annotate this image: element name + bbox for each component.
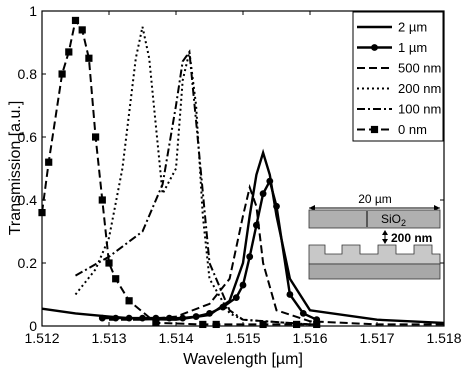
series-point-0-nm bbox=[152, 319, 160, 327]
y-axis-title: Transmission [a.u.] bbox=[7, 101, 24, 236]
inset-gap-label: 200 nm bbox=[391, 231, 432, 245]
inset-grating bbox=[308, 244, 441, 265]
x-axis-title: Wavelength [µm] bbox=[183, 351, 303, 368]
legend: 2 µm 1 µm 500 nm 200 nm 100 nm 0 nm bbox=[352, 11, 444, 142]
series-point-0-nm bbox=[313, 320, 321, 329]
series-point-0-nm bbox=[293, 320, 301, 329]
series-point-0-nm bbox=[85, 54, 93, 62]
inset-sio2-layer bbox=[308, 209, 441, 229]
series-layer bbox=[38, 16, 445, 329]
inset-sio2-label: SiO2 bbox=[381, 212, 406, 228]
y-tick-label: 1 bbox=[29, 3, 37, 19]
series-point-0-nm bbox=[92, 133, 100, 141]
inset-sio2-subscript: 2 bbox=[401, 218, 406, 228]
x-tick-label: 1.515 bbox=[225, 330, 260, 346]
series-point-1-um bbox=[266, 177, 274, 185]
series-point-1-um bbox=[273, 202, 280, 210]
series-point-0-nm bbox=[199, 320, 207, 329]
legend-label-0-nm: 0 nm bbox=[398, 122, 427, 137]
series-point-1-um bbox=[259, 190, 267, 198]
series-line-200-nm bbox=[74, 26, 311, 326]
series-line-100-nm bbox=[75, 49, 311, 326]
y-tick-label: 0.6 bbox=[18, 129, 38, 145]
inset-width-arrow-right-head bbox=[434, 205, 440, 211]
inset-substrate bbox=[308, 263, 441, 280]
series-point-1-um bbox=[98, 314, 106, 322]
series-point-0-nm bbox=[105, 259, 113, 267]
series-point-0-nm bbox=[58, 70, 66, 78]
legend-label-500-nm: 500 nm bbox=[398, 61, 441, 76]
legend-label-2-um: 2 µm bbox=[398, 20, 427, 35]
series-point-0-nm bbox=[112, 275, 120, 283]
series-point-0-nm bbox=[212, 320, 220, 329]
x-tick-label: 1.517 bbox=[359, 330, 394, 346]
y-tick-label: 0.4 bbox=[18, 192, 38, 208]
y-tick-label: 0.8 bbox=[18, 66, 38, 82]
inset-gap-arrow-top-head bbox=[382, 230, 388, 235]
series-line-0-nm bbox=[41, 17, 317, 326]
x-tick-label: 1.518 bbox=[426, 330, 461, 346]
series-point-1-um bbox=[299, 310, 307, 317]
y-tick-label: 0.2 bbox=[18, 255, 38, 271]
series-point-1-um bbox=[219, 303, 227, 311]
legend-label-1-um: 1 µm bbox=[398, 40, 427, 55]
legend-box bbox=[352, 11, 444, 142]
series-point-1-um bbox=[206, 310, 213, 317]
series-point-1-um bbox=[192, 313, 200, 320]
inset-gap-arrow-bottom-head bbox=[382, 239, 388, 244]
legend-label-100-nm: 100 nm bbox=[398, 102, 441, 117]
legend-items: 2 µm 1 µm 500 nm 200 nm 100 nm 0 nm bbox=[357, 20, 441, 137]
series-line-500-nm bbox=[109, 183, 444, 326]
series-point-0-nm bbox=[45, 158, 53, 166]
series-point-1-um bbox=[239, 281, 247, 289]
ticks-layer: 1.512 1.513 1.514 1.515 1.516 1.517 1.518 0 0.2 0… bbox=[18, 3, 462, 346]
series-line-2-um bbox=[41, 148, 445, 325]
legend-marker-1-um bbox=[371, 44, 378, 51]
series-point-1-um bbox=[246, 253, 254, 261]
series-point-0-nm bbox=[71, 16, 80, 25]
inset-width-arrow-left-head bbox=[309, 205, 315, 211]
series-point-0-nm bbox=[259, 320, 267, 329]
series-point-1-um bbox=[286, 291, 294, 298]
series-point-1-um bbox=[232, 294, 240, 302]
series-point-1-um bbox=[179, 314, 187, 322]
series-point-0-nm bbox=[98, 196, 106, 204]
series-point-0-nm bbox=[125, 297, 133, 305]
y-tick-label: 0 bbox=[29, 318, 37, 334]
structure-inset: 20 µm SiO2 200 nm bbox=[308, 192, 441, 280]
x-tick-label: 1.512 bbox=[24, 330, 59, 346]
series-point-0-nm bbox=[78, 26, 86, 34]
x-tick-label: 1.513 bbox=[91, 330, 126, 346]
legend-label-200-nm: 200 nm bbox=[398, 81, 441, 96]
x-tick-label: 1.514 bbox=[158, 330, 193, 346]
legend-marker-0-nm bbox=[370, 125, 379, 134]
inset-width-label: 20 µm bbox=[358, 192, 392, 206]
series-point-0-nm bbox=[65, 48, 73, 56]
x-tick-label: 1.516 bbox=[292, 330, 327, 346]
